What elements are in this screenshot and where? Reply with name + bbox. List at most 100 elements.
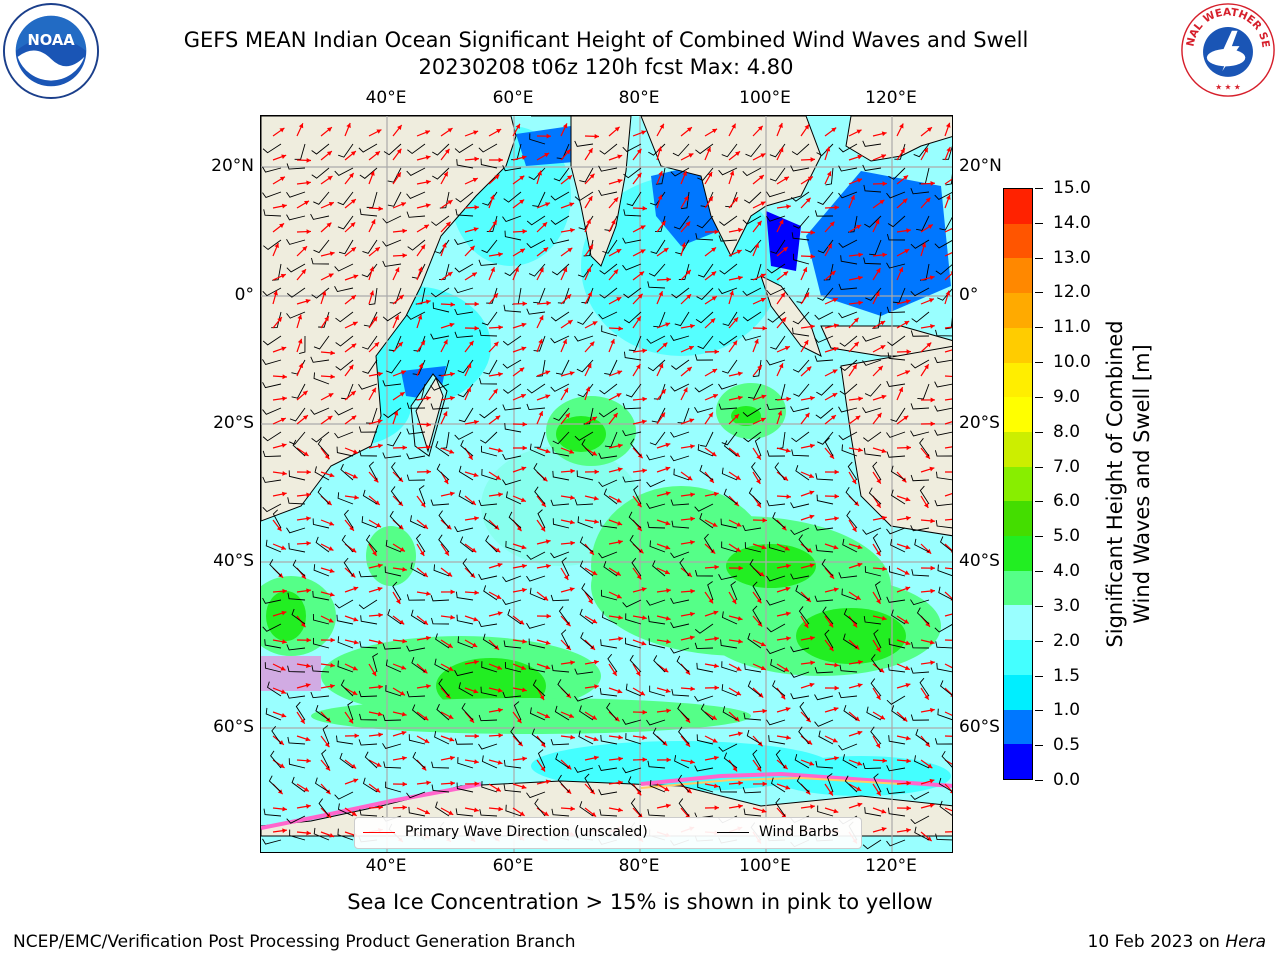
wind-barb — [911, 569, 930, 577]
wave-direction-arrowhead — [854, 644, 860, 650]
wind-barb — [526, 239, 546, 249]
wave-direction-arrowhead — [757, 365, 762, 371]
wind-barb — [766, 287, 786, 296]
wave-direction-arrowhead — [809, 563, 815, 568]
wind-barb — [362, 239, 378, 254]
wind-barb — [507, 609, 522, 625]
wave-direction-arrowhead — [834, 755, 839, 761]
wind-barb — [483, 512, 498, 529]
wave-direction-arrowhead — [378, 206, 383, 211]
wind-barb — [292, 559, 306, 577]
wave-direction-arrowhead — [760, 665, 766, 671]
wave-direction-arrowhead — [737, 616, 743, 621]
wave-direction-arrowhead — [545, 448, 551, 454]
wind-barb — [700, 703, 714, 721]
lon-label-top-120E: 120°E — [865, 88, 917, 108]
wind-barb — [534, 486, 546, 505]
wave-direction-arrowhead — [852, 526, 857, 532]
wind-barb — [790, 165, 810, 172]
wave-direction-arrowhead — [297, 338, 303, 344]
wind-barb — [815, 407, 834, 419]
wave-direction-arrowhead — [419, 550, 425, 556]
wave-direction-arrowhead — [786, 735, 791, 740]
wave-direction-arrowhead — [882, 181, 887, 187]
wave-direction-arrowhead — [881, 394, 887, 400]
wind-barb — [862, 164, 882, 171]
wave-direction-arrowhead — [281, 689, 286, 694]
footer-date-text: 10 Feb 2023 on — [1087, 932, 1220, 952]
wind-barb — [919, 485, 930, 505]
wave-direction-arrowhead — [546, 563, 551, 569]
wave-direction-arrowhead — [805, 197, 811, 203]
wind-barb — [838, 572, 858, 579]
wind-barb — [722, 359, 738, 374]
wave-direction-arrowhead — [690, 492, 695, 498]
footer-credit: NCEP/EMC/Verification Post Processing Pr… — [13, 932, 576, 952]
wave-direction-arrowhead — [638, 548, 644, 554]
wave-direction-arrowhead — [443, 339, 448, 345]
wind-barb — [576, 359, 594, 373]
wave-direction-arrowhead — [809, 443, 815, 449]
wave-direction-arrowhead — [301, 269, 306, 275]
colorbar-segment — [1004, 640, 1032, 675]
wave-direction-arrowhead — [474, 733, 479, 739]
wind-barb — [550, 383, 570, 392]
wind-barb — [891, 705, 906, 721]
wave-direction-arrowhead — [930, 660, 935, 666]
wave-direction-arrowhead — [329, 568, 335, 574]
wave-direction-arrowhead — [926, 342, 932, 348]
wave-direction-arrowhead — [635, 671, 641, 677]
wind-barb — [337, 492, 354, 505]
wind-barb — [430, 287, 450, 298]
wind-barb — [775, 797, 786, 817]
wind-barb — [862, 762, 882, 770]
wind-barb — [703, 533, 714, 553]
wind-barb — [945, 317, 952, 330]
wind-barb — [647, 760, 666, 769]
wind-barb — [838, 283, 858, 290]
wave-direction-arrowhead — [393, 410, 399, 416]
wind-barb — [434, 658, 450, 673]
wave-direction-arrowhead — [709, 477, 714, 483]
colorbar-tick-label: 2.0 — [1053, 630, 1081, 651]
wind-barb — [311, 257, 330, 265]
wind-barb — [553, 167, 570, 182]
wind-barb — [389, 287, 402, 304]
wave-direction-arrow — [944, 272, 952, 281]
wind-barb — [742, 407, 762, 417]
colorbar-tick-mark — [1035, 745, 1043, 747]
wind-barb — [622, 263, 642, 271]
wave-direction-arrowhead — [810, 660, 815, 666]
wave-direction-arrowhead — [785, 707, 791, 712]
wave-direction-arrowhead — [617, 154, 623, 160]
wave-direction-arrowhead — [683, 195, 689, 201]
wind-barb — [550, 551, 570, 559]
wind-barb — [890, 465, 906, 481]
wind-barb — [311, 431, 330, 443]
wind-barb — [887, 352, 906, 361]
wind-barb — [318, 798, 330, 817]
wind-barb — [742, 311, 762, 322]
wave-direction-arrowhead — [858, 396, 863, 402]
wind-barb — [359, 208, 378, 217]
noaa-logo: NOAA — [2, 2, 100, 100]
colorbar-tick-label: 6.0 — [1053, 491, 1081, 512]
wave-direction-arrowhead — [807, 176, 813, 181]
wave-direction-arrowhead — [444, 148, 450, 154]
wave-direction-arrowhead — [850, 195, 855, 201]
wave-direction-arrowhead — [809, 514, 815, 520]
wave-direction-arrowhead — [567, 175, 572, 180]
wind-barb — [814, 335, 834, 343]
wave-direction-arrowhead — [426, 591, 431, 596]
wave-direction-arrowhead — [353, 616, 359, 622]
wave-direction-arrowhead — [401, 711, 407, 717]
wind-barb — [334, 167, 354, 176]
legend-label-wave-direction: Primary Wave Direction (unscaled) — [405, 824, 648, 840]
wave-direction-arrowhead — [714, 349, 719, 355]
wind-barb — [286, 527, 306, 534]
wind-barb — [694, 695, 714, 702]
wave-direction-arrowhead — [473, 616, 479, 622]
wind-barb — [814, 311, 834, 320]
wind-barb — [747, 383, 762, 399]
wave-direction-arrowhead — [544, 713, 550, 719]
